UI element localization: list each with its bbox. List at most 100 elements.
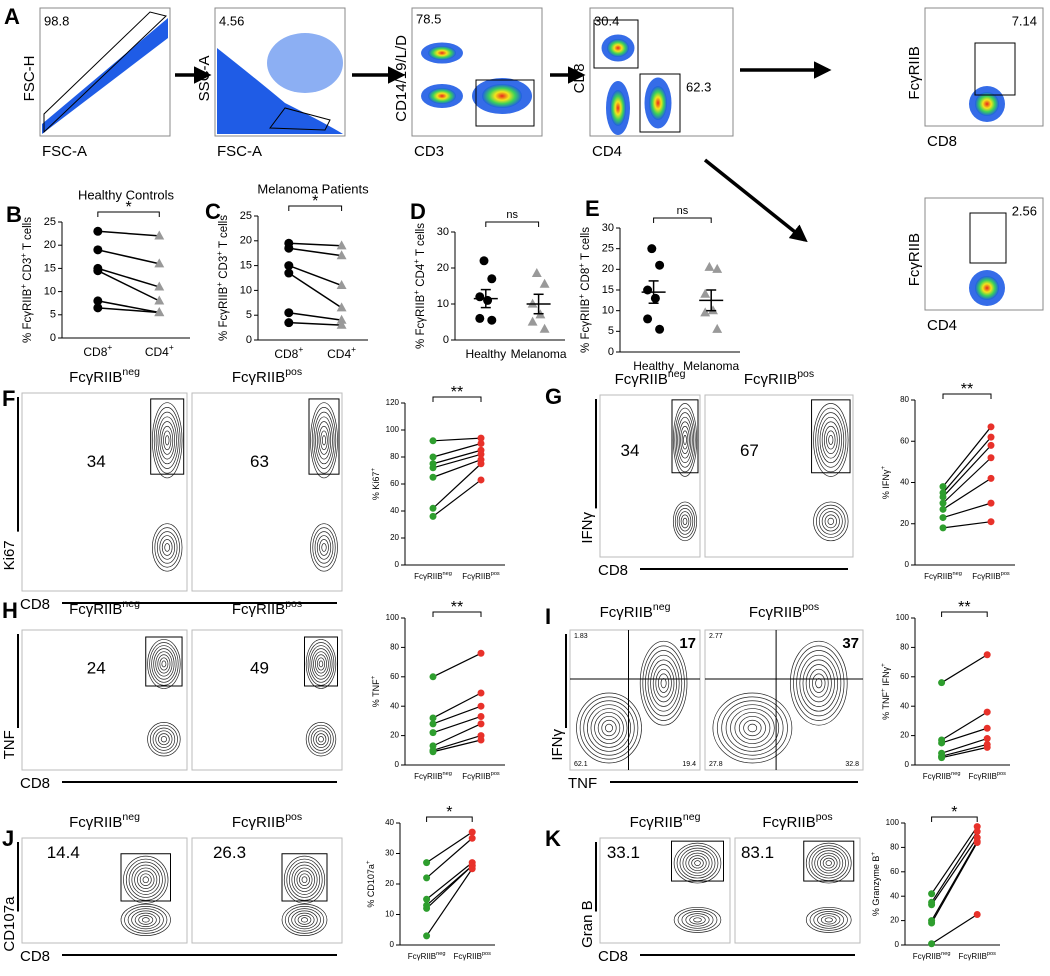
y-tick-label: 30 (602, 222, 614, 234)
significance-bracket (432, 611, 482, 617)
data-point (700, 288, 711, 298)
contour (738, 715, 766, 741)
significance-label: ** (451, 384, 463, 401)
contour (655, 668, 672, 698)
gate-value: 37 (842, 635, 859, 652)
gate-value: 34 (87, 452, 106, 471)
data-point (93, 303, 103, 313)
pair-line (942, 521, 992, 529)
text-part: T cells (218, 215, 230, 251)
contour (318, 660, 324, 668)
superscript: pos (491, 771, 500, 777)
data-point (987, 499, 995, 507)
data-point (429, 729, 437, 737)
data-point (939, 499, 947, 507)
y-axis-label: FcγRIIB (906, 233, 923, 286)
gate-value: 32.8 (845, 761, 859, 768)
data-point (983, 724, 991, 732)
gate (145, 636, 183, 687)
data-point (939, 524, 947, 532)
data-point (336, 240, 347, 250)
y-tick-label: 15 (44, 262, 56, 274)
pair-line (288, 242, 342, 247)
contour (799, 654, 839, 712)
contour (159, 657, 169, 671)
significance-label: ** (451, 599, 463, 616)
superscript: + (169, 342, 174, 352)
data-point (154, 295, 165, 305)
gate-value: 27.8 (709, 761, 723, 768)
data-point (939, 483, 947, 491)
text-part: FcγRIIB (924, 572, 952, 581)
contour (793, 645, 845, 721)
contour (316, 421, 332, 460)
data-point (429, 437, 437, 445)
y-tick-label: 0 (390, 940, 395, 949)
gate-value: 14.4 (47, 843, 80, 862)
pair-line (942, 444, 992, 498)
data-point (477, 434, 485, 442)
x-tick-label: FcγRIIBneg (414, 771, 452, 781)
data-point (938, 754, 946, 762)
contour (316, 535, 332, 560)
contour (154, 527, 180, 568)
data-point (938, 739, 946, 747)
gate-value: 49 (250, 659, 269, 678)
gate-value: 78.5 (416, 11, 441, 26)
data-point (987, 441, 995, 449)
data-point (477, 440, 485, 447)
contour (730, 708, 775, 748)
contour (152, 727, 176, 751)
y-tick-label: 20 (602, 263, 614, 275)
text-part: FcγRIIB (600, 604, 653, 621)
contour (291, 910, 318, 930)
data-point (336, 302, 347, 312)
contour (645, 650, 683, 717)
y-tick-label: 25 (44, 216, 56, 228)
contour (153, 648, 175, 680)
data-point (475, 313, 485, 323)
contour (813, 911, 845, 929)
gate (304, 636, 338, 687)
contour (155, 651, 173, 677)
data-point (983, 743, 991, 751)
text-part: FcγRIIB (453, 952, 481, 961)
contour (825, 860, 832, 866)
y-axis-label: % Granzyme B+ (870, 852, 881, 917)
x-tick-label: CD8+ (274, 344, 303, 361)
contour (576, 692, 642, 764)
superscript: pos (797, 368, 814, 380)
contour (677, 909, 718, 931)
contour (156, 531, 178, 564)
gate-value: 7.14 (1012, 13, 1037, 28)
contour (673, 842, 722, 884)
panel-letter: A (4, 4, 20, 29)
superscript: + (880, 663, 887, 667)
data-point (479, 256, 489, 266)
population (217, 48, 343, 134)
y-tick-label: 5 (608, 325, 614, 337)
pair-line (931, 841, 978, 921)
contour (141, 917, 150, 923)
superscript: pos (816, 811, 833, 823)
x-tick-label: Melanoma (511, 347, 567, 361)
y-tick-label: 100 (886, 818, 900, 827)
data-point (987, 433, 995, 441)
x-tick-label: CD8+ (83, 342, 112, 359)
contour (321, 543, 327, 552)
data-point (647, 244, 657, 254)
superscript: pos (482, 951, 491, 957)
column-header: FcγRIIBneg (69, 366, 140, 386)
data-point (477, 450, 485, 458)
pair-line (426, 837, 473, 879)
gate-value: 62.1 (574, 761, 588, 768)
gate (43, 11, 168, 134)
data-point (423, 895, 431, 903)
significance-bracket (653, 217, 712, 223)
superscript: pos (997, 771, 1006, 777)
text-part: FcγRIIB (958, 952, 986, 961)
contour (120, 903, 171, 937)
superscript: pos (1001, 571, 1010, 577)
contour (681, 911, 714, 929)
data-point (429, 453, 437, 461)
